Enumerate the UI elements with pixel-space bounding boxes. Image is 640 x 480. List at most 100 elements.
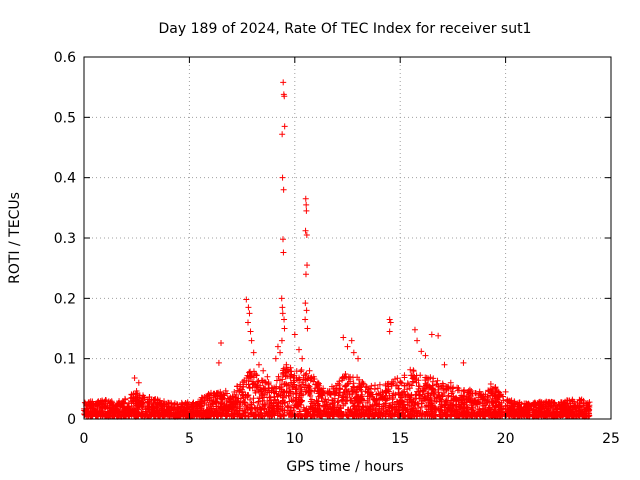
data-point	[412, 407, 419, 414]
data-point	[280, 249, 287, 256]
data-point	[213, 406, 220, 413]
data-point	[484, 408, 491, 415]
data-point	[275, 400, 282, 407]
data-point	[213, 410, 220, 417]
data-point	[434, 377, 441, 384]
data-point	[251, 387, 258, 394]
data-point	[546, 411, 553, 418]
data-point	[304, 409, 311, 416]
data-point	[506, 399, 513, 406]
data-point	[388, 383, 395, 390]
data-point	[135, 379, 142, 386]
data-point	[103, 397, 110, 404]
data-point	[325, 396, 332, 403]
data-point	[492, 384, 499, 391]
data-point	[378, 403, 385, 410]
data-point	[207, 413, 214, 420]
data-point	[334, 411, 341, 418]
data-point	[279, 304, 286, 311]
data-point	[302, 388, 309, 395]
data-point	[124, 404, 131, 411]
data-point	[302, 271, 309, 278]
data-point	[435, 383, 442, 390]
data-point	[472, 390, 479, 397]
data-point	[430, 391, 437, 398]
data-point	[234, 411, 241, 418]
y-tick-label-0.1: 0.1	[54, 352, 76, 368]
data-point	[368, 393, 375, 400]
data-point	[492, 393, 499, 400]
data-point	[502, 388, 509, 395]
data-point	[342, 370, 349, 377]
data-point	[331, 395, 338, 402]
data-point	[410, 378, 417, 385]
data-point	[252, 405, 259, 412]
data-point	[495, 402, 502, 409]
data-point	[347, 373, 354, 380]
data-point	[254, 378, 261, 385]
data-point	[242, 399, 249, 406]
data-point	[454, 406, 461, 413]
data-point	[250, 411, 257, 418]
data-point	[136, 392, 143, 399]
data-point	[376, 411, 383, 418]
data-point	[231, 389, 238, 396]
data-point	[293, 385, 300, 392]
data-point	[450, 402, 457, 409]
data-point	[261, 394, 268, 401]
data-point	[125, 399, 132, 406]
data-point	[303, 370, 310, 377]
data-point	[277, 405, 284, 412]
data-point	[198, 394, 205, 401]
data-point	[326, 388, 333, 395]
data-point	[173, 401, 180, 408]
data-point	[88, 409, 95, 416]
data-point	[439, 413, 446, 420]
data-point	[467, 398, 474, 405]
data-point	[292, 394, 299, 401]
data-point	[229, 401, 236, 408]
data-point	[425, 376, 432, 383]
data-point	[281, 325, 288, 332]
data-point	[485, 405, 492, 412]
data-point	[247, 396, 254, 403]
data-point	[535, 399, 542, 406]
data-point	[299, 379, 306, 386]
data-point	[443, 411, 450, 418]
data-point	[84, 405, 91, 412]
data-point	[453, 403, 460, 410]
data-point	[350, 402, 357, 409]
data-point	[203, 401, 210, 408]
data-point	[292, 397, 299, 404]
y-axis-label: ROTI / TECUs	[7, 192, 23, 284]
data-point	[583, 412, 590, 419]
data-point	[305, 375, 312, 382]
data-point	[388, 405, 395, 412]
data-point	[290, 407, 297, 414]
data-point	[460, 388, 467, 395]
data-point	[307, 392, 314, 399]
data-point	[215, 359, 222, 366]
data-point	[119, 400, 126, 407]
data-point	[308, 404, 315, 411]
data-point	[538, 409, 545, 416]
data-point	[466, 391, 473, 398]
data-point	[141, 394, 148, 401]
data-point	[358, 395, 365, 402]
data-point	[362, 388, 369, 395]
data-point	[386, 394, 393, 401]
data-point	[342, 382, 349, 389]
data-point	[336, 378, 343, 385]
data-point	[134, 391, 141, 398]
data-point	[397, 400, 404, 407]
data-point	[350, 380, 357, 387]
data-point	[281, 399, 288, 406]
x-axis-label: GPS time / hours	[286, 459, 403, 475]
data-point	[107, 405, 114, 412]
data-point	[422, 385, 429, 392]
data-point	[420, 388, 427, 395]
x-axis-ticks: 0 5 10 15 20 25	[80, 57, 620, 447]
data-point	[140, 394, 147, 401]
data-point	[450, 384, 457, 391]
data-point	[429, 402, 436, 409]
